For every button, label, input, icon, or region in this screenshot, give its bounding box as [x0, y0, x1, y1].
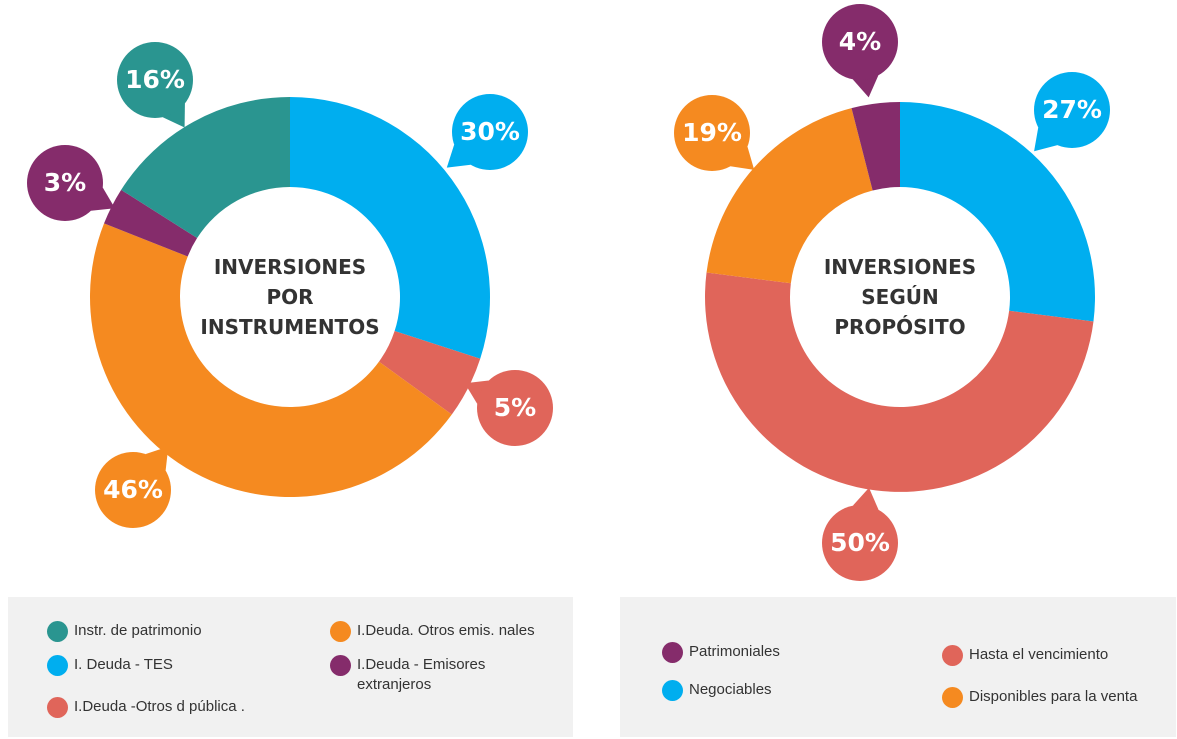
donut-segment [851, 102, 900, 191]
legend-label: Instr. de patrimonio [74, 622, 202, 639]
legend-label: Negociables [689, 681, 772, 698]
value-label: 30% [460, 117, 520, 146]
legend-label: Hasta el vencimiento [969, 646, 1109, 663]
value-label: 27% [1042, 95, 1102, 124]
legend-marker [662, 642, 683, 663]
legend-label: I.Deuda - Emisores extranjeros [357, 656, 486, 693]
value-label: 4% [839, 27, 881, 56]
legend-marker [47, 697, 68, 718]
bubble-tail [852, 487, 879, 510]
legend-marker [47, 621, 68, 642]
donut-segment [290, 97, 490, 359]
donut-segment [121, 97, 290, 239]
donut-segment [90, 223, 452, 497]
legend-marker [662, 680, 683, 701]
bubble [822, 505, 898, 581]
bubble [674, 95, 750, 171]
bubble-tail [90, 187, 115, 211]
value-label: 46% [103, 475, 163, 504]
bubble-tail [730, 146, 755, 170]
bubble-tail [1034, 127, 1058, 152]
legend-marker [942, 645, 963, 666]
donut-segment [900, 102, 1095, 322]
legend-label: I. Deuda - TES [74, 656, 173, 673]
value-label: 16% [125, 65, 185, 94]
legend-label: I.Deuda. Otros emis. nales [357, 622, 535, 639]
donut-segment [378, 330, 481, 415]
bubble [95, 452, 171, 528]
bubble-tail [162, 103, 185, 128]
legend-box [620, 597, 1176, 737]
bubble [1034, 72, 1110, 148]
legend-marker [942, 687, 963, 708]
bubble-tail [145, 446, 169, 471]
legend-marker [330, 655, 351, 676]
bubble-tail [446, 144, 471, 168]
value-label: 50% [830, 528, 890, 557]
legend-label: Disponibles para la venta [969, 688, 1138, 705]
value-label: 19% [682, 118, 742, 147]
donut-segment [706, 108, 873, 284]
chart-title: INVERSIONES POR INSTRUMENTOS [200, 255, 380, 339]
bubble-tail [464, 380, 489, 404]
legend-marker [330, 621, 351, 642]
bubble [452, 94, 528, 170]
legend-box [8, 597, 573, 737]
bubble [477, 370, 553, 446]
donut-segment [104, 189, 198, 257]
legend-marker [47, 655, 68, 676]
bubble [27, 145, 103, 221]
bubble [822, 4, 898, 80]
legend-label: Patrimoniales [689, 643, 780, 660]
legend-label: I.Deuda -Otros d pública . [74, 698, 245, 715]
bubble-tail [852, 75, 879, 98]
chart-title: INVERSIONES SEGÚN PROPÓSITO [823, 255, 977, 339]
bubble [117, 42, 193, 118]
donut-segment [705, 272, 1094, 492]
value-label: 5% [494, 393, 536, 422]
value-label: 3% [44, 168, 86, 197]
